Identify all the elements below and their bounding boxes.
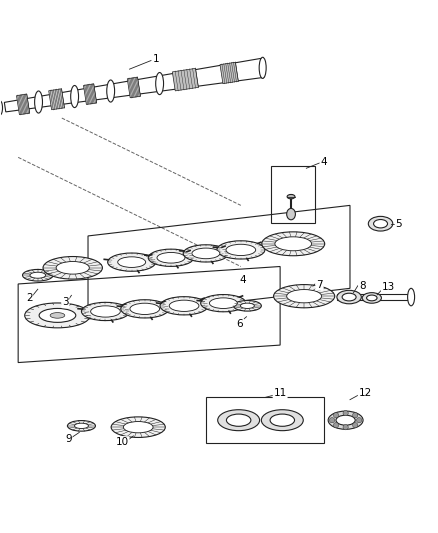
- Text: 11: 11: [273, 388, 287, 398]
- Ellipse shape: [56, 262, 89, 274]
- Ellipse shape: [274, 285, 335, 308]
- Ellipse shape: [262, 232, 325, 256]
- Ellipse shape: [192, 248, 220, 259]
- Polygon shape: [49, 89, 64, 110]
- Ellipse shape: [183, 245, 229, 262]
- Ellipse shape: [155, 72, 163, 94]
- Ellipse shape: [160, 297, 208, 315]
- Ellipse shape: [328, 411, 363, 429]
- Ellipse shape: [0, 101, 3, 115]
- Ellipse shape: [367, 295, 377, 301]
- Ellipse shape: [111, 417, 165, 438]
- Text: 6: 6: [237, 319, 243, 329]
- Ellipse shape: [50, 313, 65, 318]
- Text: 8: 8: [359, 281, 366, 291]
- Text: 9: 9: [65, 434, 72, 444]
- Ellipse shape: [218, 410, 260, 431]
- Ellipse shape: [342, 293, 356, 301]
- Ellipse shape: [169, 300, 199, 311]
- Ellipse shape: [209, 298, 237, 309]
- Ellipse shape: [240, 303, 254, 309]
- Ellipse shape: [368, 216, 393, 231]
- Circle shape: [357, 417, 362, 423]
- Text: 13: 13: [382, 282, 395, 293]
- Ellipse shape: [226, 244, 256, 255]
- Ellipse shape: [67, 421, 95, 431]
- Circle shape: [343, 425, 348, 430]
- Polygon shape: [337, 294, 411, 300]
- Polygon shape: [127, 77, 141, 98]
- Polygon shape: [17, 94, 30, 115]
- Ellipse shape: [148, 249, 194, 266]
- Text: 12: 12: [359, 388, 372, 398]
- Text: 1: 1: [152, 54, 159, 64]
- Ellipse shape: [362, 293, 381, 303]
- Ellipse shape: [107, 80, 115, 102]
- Ellipse shape: [74, 423, 88, 429]
- Ellipse shape: [81, 302, 130, 320]
- Polygon shape: [84, 84, 97, 104]
- Ellipse shape: [217, 241, 265, 259]
- Circle shape: [353, 413, 358, 418]
- Ellipse shape: [121, 300, 169, 318]
- Ellipse shape: [374, 220, 388, 228]
- Text: 2: 2: [26, 293, 32, 303]
- Ellipse shape: [71, 85, 78, 108]
- Text: 4: 4: [240, 276, 246, 286]
- Ellipse shape: [0, 107, 1, 109]
- Ellipse shape: [270, 414, 294, 426]
- Ellipse shape: [22, 269, 53, 281]
- Ellipse shape: [39, 309, 76, 322]
- Ellipse shape: [275, 237, 311, 251]
- Polygon shape: [220, 62, 238, 84]
- Ellipse shape: [35, 91, 42, 113]
- Polygon shape: [172, 68, 198, 91]
- Ellipse shape: [108, 253, 155, 271]
- Ellipse shape: [30, 272, 46, 278]
- Text: 10: 10: [116, 437, 129, 447]
- Text: 7: 7: [316, 280, 323, 290]
- Ellipse shape: [259, 57, 266, 78]
- Ellipse shape: [124, 422, 153, 433]
- Ellipse shape: [91, 306, 120, 317]
- Ellipse shape: [25, 303, 90, 328]
- Ellipse shape: [118, 257, 146, 268]
- Ellipse shape: [287, 289, 321, 303]
- Circle shape: [333, 413, 339, 418]
- Ellipse shape: [130, 303, 159, 314]
- Ellipse shape: [157, 253, 185, 263]
- Ellipse shape: [201, 295, 246, 312]
- Polygon shape: [4, 58, 264, 112]
- Text: 5: 5: [396, 219, 402, 229]
- Circle shape: [343, 410, 348, 416]
- Ellipse shape: [226, 414, 251, 426]
- Ellipse shape: [43, 256, 102, 279]
- Ellipse shape: [408, 288, 415, 306]
- Circle shape: [329, 417, 335, 423]
- Text: 3: 3: [62, 297, 69, 308]
- Ellipse shape: [337, 290, 361, 304]
- Ellipse shape: [287, 195, 295, 199]
- Ellipse shape: [336, 415, 355, 425]
- Text: 4: 4: [321, 157, 327, 167]
- Ellipse shape: [287, 208, 295, 220]
- Circle shape: [333, 423, 339, 428]
- Ellipse shape: [261, 410, 303, 431]
- Circle shape: [353, 423, 358, 428]
- Ellipse shape: [233, 301, 261, 311]
